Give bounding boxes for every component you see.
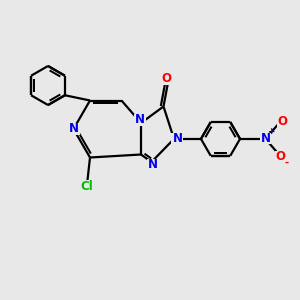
Text: O: O xyxy=(275,150,286,163)
Text: N: N xyxy=(134,113,145,126)
Text: +: + xyxy=(268,127,275,136)
Bar xyxy=(277,116,287,127)
Text: N: N xyxy=(68,122,79,136)
Bar xyxy=(80,180,94,192)
Text: N: N xyxy=(260,132,271,146)
Bar xyxy=(134,114,146,126)
Bar xyxy=(67,123,80,135)
Bar xyxy=(275,151,286,162)
Bar xyxy=(161,74,172,85)
Text: O: O xyxy=(161,72,172,86)
Bar xyxy=(260,134,271,144)
Text: N: N xyxy=(148,158,158,172)
Text: Cl: Cl xyxy=(81,180,93,194)
Bar xyxy=(171,133,183,145)
Text: O: O xyxy=(277,115,287,128)
Text: N: N xyxy=(172,132,183,146)
Text: -: - xyxy=(284,158,289,168)
Bar xyxy=(147,159,159,171)
